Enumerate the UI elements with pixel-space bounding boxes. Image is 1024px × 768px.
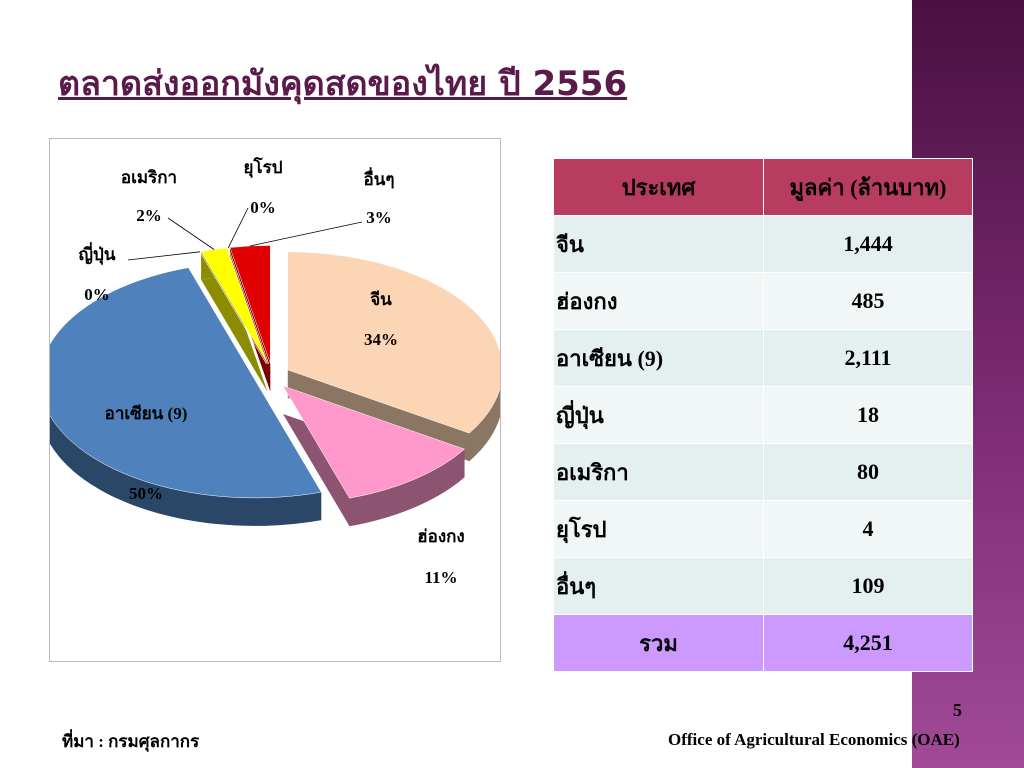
slide-title: ตลาดส่งออกมังคุดสดของไทย ปี 2556 (58, 64, 628, 104)
table-cell: 2,111 (763, 329, 973, 387)
slice-label: อาเซียน (9) (105, 403, 188, 423)
slice-label: จีน (370, 289, 392, 309)
chart: จีน 34% ฮ่องกง 11% อาเซียน (9) 50% ญี่ปุ่น 0% อเ… (39, 157, 504, 587)
table-cell: 4,251 (763, 614, 973, 672)
slice (282, 385, 466, 499)
table-row: ยุโรป 4 (553, 500, 973, 558)
leader-line (167, 217, 215, 250)
table-cell: มูลค่า (ล้านบาท) (763, 158, 973, 216)
leader-line (249, 221, 363, 247)
source-note: ที่มา : กรมศุลกากร (62, 732, 200, 751)
chart-box: จีน 34% ฮ่องกง 11% อาเซียน (9) 50% ญี่ปุ่น 0% อเ… (39, 138, 504, 662)
table-row: รวม 4,251 (553, 614, 973, 672)
value-label: 34% (364, 330, 398, 349)
table-row: อเมริกา 80 (553, 443, 973, 501)
table-cell: 485 (763, 272, 973, 330)
table-cell: อาเซียน (9) (553, 329, 764, 387)
table-row: ฮ่องกง 485 (553, 272, 973, 330)
value-label: 11% (424, 568, 457, 587)
table-cell: จีน (553, 215, 764, 273)
table-cell: 109 (763, 557, 973, 615)
page-number: 5 (953, 700, 962, 720)
slice-side (40, 267, 322, 526)
slice (39, 267, 322, 499)
table-cell: 1,444 (763, 215, 973, 273)
table-cell: ประเทศ (553, 158, 764, 216)
table-cell: 80 (763, 443, 973, 501)
slice-label: ฮ่องกง (417, 527, 464, 546)
table-cell: ฮ่องกง (553, 272, 764, 330)
value-label: 3% (366, 208, 392, 227)
value-label: 0% (84, 285, 110, 304)
table-cell: อื่นๆ (553, 557, 764, 615)
slice (287, 251, 504, 434)
table-row: ประเทศ มูลค่า (ล้านบาท) (553, 158, 973, 216)
slice-label: ญี่ปุ่น (79, 242, 116, 265)
table-cell: 18 (763, 386, 973, 444)
data-table: ประเทศ มูลค่า (ล้านบาท) จีน 1,444 ฮ่องกง 485 อ… (553, 158, 973, 672)
value-label: 0% (250, 198, 276, 217)
table-row: อื่นๆ 109 (553, 557, 973, 615)
table-row: อาเซียน (9) 2,111 (553, 329, 973, 387)
slice-label: อเมริกา (121, 168, 177, 187)
leader-line (227, 207, 249, 248)
table-cell: ญี่ปุ่น (553, 386, 764, 444)
table-row: ญี่ปุ่น 18 (553, 386, 973, 444)
slice-side (349, 449, 465, 527)
table-cell: รวม (553, 614, 764, 672)
slice-side (201, 275, 268, 392)
slice (229, 245, 271, 364)
slice-label: ยุโรป (243, 157, 282, 178)
footer: Office of Agricultural Economics (OAE) (668, 730, 960, 749)
slice (200, 247, 268, 364)
value-label: 50% (129, 484, 163, 503)
leader-line (127, 251, 201, 261)
table-row: จีน 1,444 (553, 215, 973, 273)
table-cell: ยุโรป (553, 500, 764, 558)
slice-label: อื่นๆ (364, 167, 395, 189)
table-cell: 4 (763, 500, 973, 558)
value-label: 2% (136, 206, 162, 225)
table-cell: อเมริกา (553, 443, 764, 501)
